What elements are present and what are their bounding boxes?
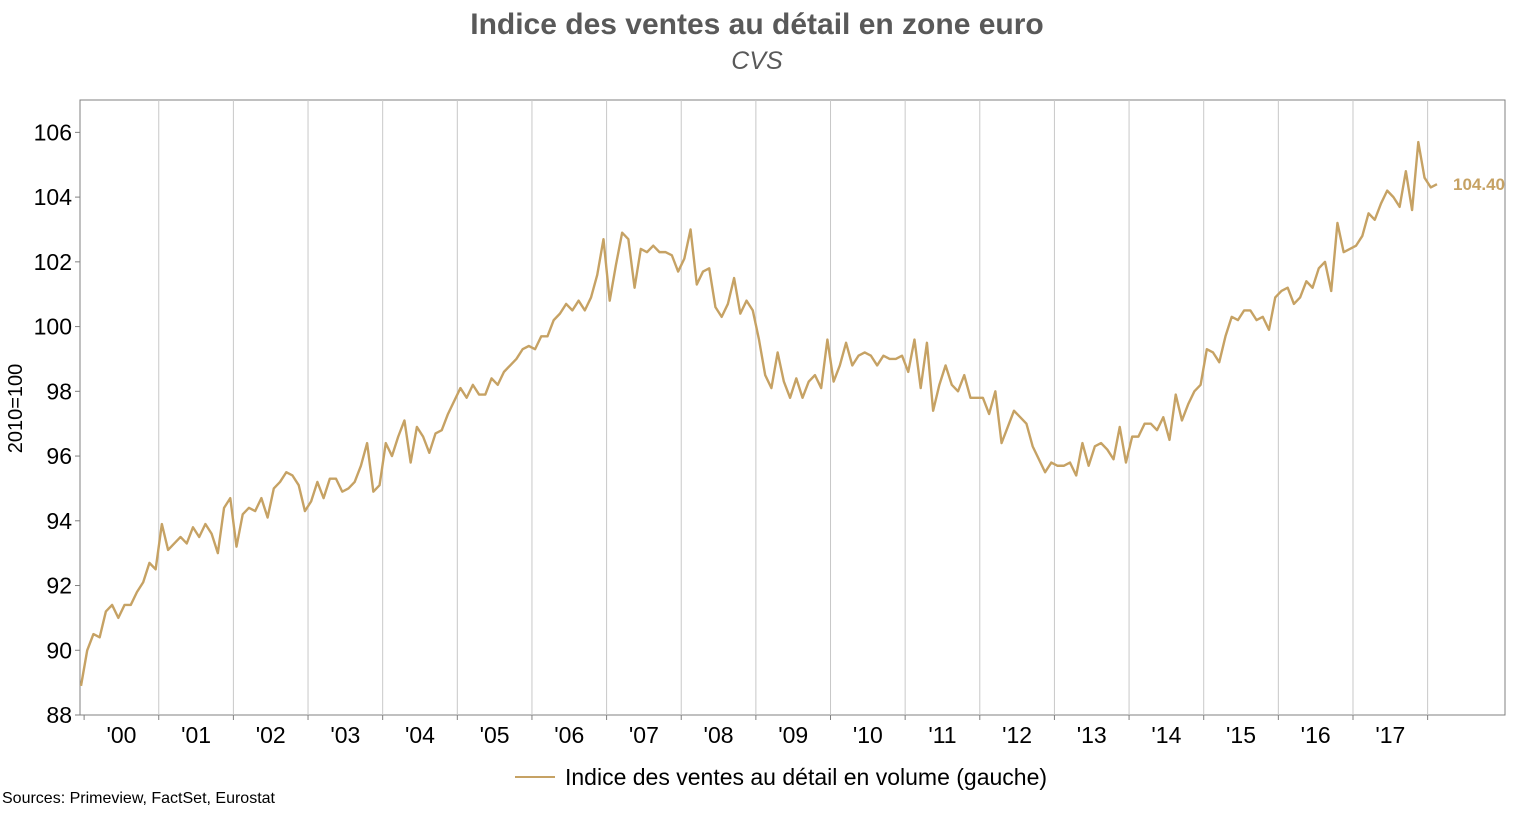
x-tick-label: '05 — [480, 722, 510, 748]
x-tick-label: '00 — [106, 722, 136, 748]
y-tick-label: 100 — [34, 314, 72, 340]
x-tick-label: '06 — [554, 722, 584, 748]
x-tick-label: '15 — [1226, 722, 1256, 748]
chart-legend: Indice des ventes au détail en volume (g… — [515, 763, 1047, 791]
x-tick-label: '13 — [1077, 722, 1107, 748]
x-tick-label: '17 — [1375, 722, 1405, 748]
x-tick-label: '07 — [629, 722, 659, 748]
legend-line-swatch — [515, 776, 555, 778]
x-tick-label: '12 — [1002, 722, 1032, 748]
y-tick-label: 106 — [34, 119, 72, 145]
x-tick-label: '03 — [330, 722, 360, 748]
legend-label: Indice des ventes au détail en volume (g… — [565, 763, 1048, 790]
x-tick-label: '01 — [181, 722, 211, 748]
plot-frame — [79, 99, 1506, 716]
y-tick-label: 90 — [46, 637, 72, 663]
x-tick-label: '16 — [1301, 722, 1331, 748]
y-tick-label: 102 — [34, 249, 72, 275]
y-tick-label: 96 — [46, 443, 72, 469]
x-tick-label: '04 — [405, 722, 435, 748]
x-tick-label: '14 — [1151, 722, 1181, 748]
y-tick-label: 88 — [46, 702, 72, 728]
x-tick-label: '08 — [704, 722, 734, 748]
chart-subtitle: CVS — [731, 47, 783, 75]
x-tick-label: '09 — [778, 722, 808, 748]
series-line — [79, 140, 1438, 687]
y-tick-label: 92 — [46, 573, 72, 599]
y-tick-label: 94 — [46, 508, 72, 534]
source-note: Sources: Primeview, FactSet, Eurostat — [2, 790, 275, 807]
x-tick-label: '02 — [256, 722, 286, 748]
chart-title: Indice des ventes au détail en zone euro — [470, 8, 1044, 41]
y-tick-label: 98 — [46, 378, 72, 404]
y-tick-label: 104 — [34, 184, 73, 210]
y-axis-title: 2010=100 — [5, 364, 27, 454]
x-tick-label: '10 — [853, 722, 883, 748]
x-tick-label: '11 — [928, 722, 956, 748]
last-value-label: 104.40 — [1453, 175, 1505, 194]
